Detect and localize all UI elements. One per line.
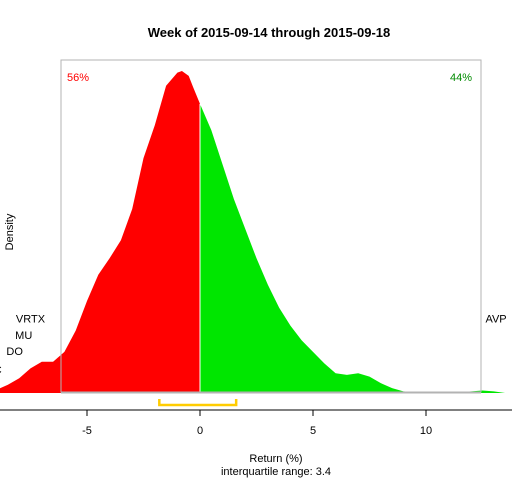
annotation-do: DO [6,346,23,358]
x-tick-label: 0 [197,425,203,437]
x-tick-label: 5 [310,425,316,437]
positive-returns-area [200,103,512,393]
annotation-avp: AVP [485,313,506,325]
negative-share-label: 56% [67,72,89,84]
annotation-vrtx: VRTX [16,313,46,325]
x-axis: -10-50510152025 [0,409,512,437]
x-tick-label: -5 [82,425,92,437]
outlier-annotations: VRTXMUDOFMCAVPCHKCVCTAP [0,313,507,376]
x-axis-label: Return (%) [249,453,302,465]
positive-share-label: 44% [450,72,472,84]
iqr-bracket [158,399,238,407]
plot-box [60,59,482,393]
chart-title: Week of 2015-09-14 through 2015-09-18 [148,25,391,40]
y-axis-label: Density [4,213,16,250]
x-tick-label: 10 [420,425,432,437]
annotation-mu: MU [15,330,32,342]
iqr-subtitle: interquartile range: 3.4 [221,466,331,478]
negative-returns-area [0,71,200,393]
plot-area: VRTXMUDOFMCAVPCHKCVCTAP [0,59,512,407]
annotation-fmc: FMC [0,364,2,376]
